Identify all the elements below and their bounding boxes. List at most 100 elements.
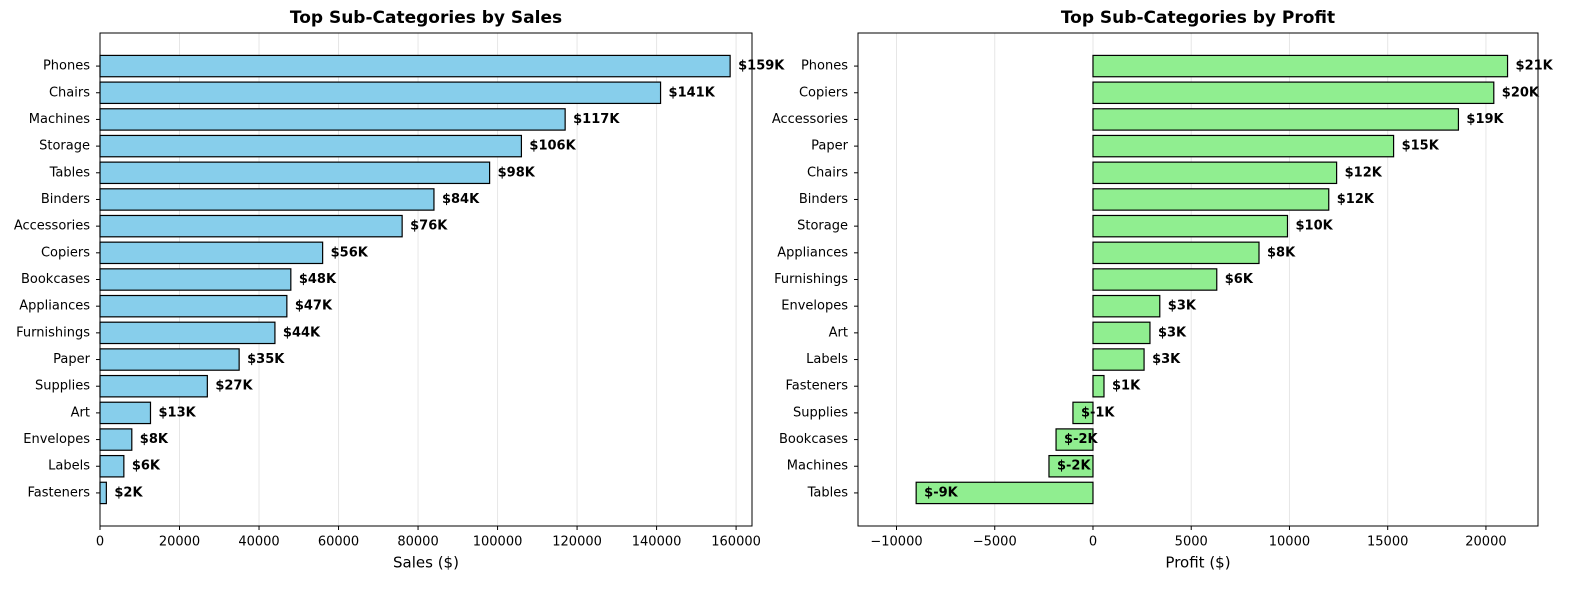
value-label: $8K bbox=[1267, 245, 1296, 260]
y-tick-label: Envelopes bbox=[781, 299, 848, 314]
x-tick-label: 160000 bbox=[711, 535, 761, 550]
bar bbox=[99, 241, 324, 265]
x-tick-label: 10000 bbox=[1269, 535, 1310, 550]
bar bbox=[99, 321, 276, 345]
y-tick-label: Storage bbox=[39, 139, 90, 154]
y-tick-label: Tables bbox=[807, 485, 849, 500]
value-label: $76K bbox=[410, 219, 448, 234]
bar bbox=[1048, 454, 1094, 478]
value-label: $117K bbox=[573, 112, 620, 127]
y-tick-label: Accessories bbox=[14, 219, 90, 234]
y-tick-label: Paper bbox=[811, 139, 848, 154]
bar bbox=[1092, 268, 1218, 291]
value-label: $3K bbox=[1152, 352, 1181, 367]
y-tick-label: Tables bbox=[49, 165, 91, 180]
value-label: $6K bbox=[132, 459, 161, 474]
y-tick-label: Phones bbox=[43, 59, 90, 74]
x-tick-label: 60000 bbox=[318, 535, 359, 550]
value-label: $-1K bbox=[1081, 405, 1115, 420]
value-label: $-2K bbox=[1057, 459, 1091, 474]
bar bbox=[99, 481, 107, 505]
value-label: $6K bbox=[1225, 272, 1254, 287]
axes-frame bbox=[99, 32, 753, 527]
value-label: $141K bbox=[669, 85, 716, 100]
y-tick-label: Furnishings bbox=[16, 325, 90, 340]
bar bbox=[1092, 81, 1495, 105]
x-axis-label: Profit ($) bbox=[1165, 554, 1230, 572]
value-label: $47K bbox=[295, 299, 333, 314]
bar bbox=[1092, 214, 1289, 238]
bar bbox=[99, 54, 731, 78]
bar bbox=[1092, 374, 1105, 398]
y-tick-label: Paper bbox=[53, 352, 90, 367]
y-tick-label: Bookcases bbox=[779, 432, 848, 447]
x-tick-label: 0 bbox=[1089, 535, 1097, 550]
y-tick-label: Envelopes bbox=[23, 432, 90, 447]
value-label: $8K bbox=[140, 432, 169, 447]
bar bbox=[1092, 134, 1395, 158]
bar bbox=[99, 348, 240, 371]
value-label: $98K bbox=[498, 165, 536, 180]
y-tick-label: Chairs bbox=[807, 165, 848, 180]
value-label: $84K bbox=[442, 192, 480, 207]
x-tick-label: 140000 bbox=[632, 535, 682, 550]
chart-title: Top Sub-Categories by Sales bbox=[290, 8, 562, 28]
bar bbox=[1092, 321, 1151, 345]
value-label: $44K bbox=[283, 325, 321, 340]
y-tick-label: Machines bbox=[29, 112, 90, 127]
bar bbox=[99, 161, 491, 185]
value-label: $12K bbox=[1337, 192, 1375, 207]
bar bbox=[99, 294, 288, 318]
value-label: $56K bbox=[331, 245, 369, 260]
bar bbox=[99, 108, 566, 131]
y-tick-label: Binders bbox=[41, 192, 90, 207]
bar bbox=[99, 268, 292, 291]
y-tick-label: Storage bbox=[797, 219, 848, 234]
value-label: $3K bbox=[1168, 299, 1197, 314]
bar bbox=[1092, 294, 1161, 318]
value-label: $-9K bbox=[924, 485, 958, 500]
value-label: $1K bbox=[1112, 379, 1141, 394]
value-label: $35K bbox=[247, 352, 285, 367]
chart-title: Top Sub-Categories by Profit bbox=[1061, 8, 1335, 28]
x-axis-label: Sales ($) bbox=[393, 554, 459, 572]
bar bbox=[99, 401, 152, 425]
x-tick-label: 15000 bbox=[1367, 535, 1408, 550]
y-tick-label: Accessories bbox=[772, 112, 848, 127]
bar bbox=[1092, 241, 1260, 265]
value-label: $159K bbox=[738, 59, 785, 74]
x-tick-label: 20000 bbox=[159, 535, 200, 550]
y-tick-label: Phones bbox=[801, 59, 848, 74]
y-tick-label: Bookcases bbox=[21, 272, 90, 287]
y-tick-label: Furnishings bbox=[774, 272, 848, 287]
bar bbox=[1072, 401, 1094, 425]
value-label: $27K bbox=[215, 379, 253, 394]
y-tick-label: Copiers bbox=[41, 245, 90, 260]
value-label: $-2K bbox=[1064, 432, 1098, 447]
x-tick-label: 80000 bbox=[397, 535, 438, 550]
bar bbox=[915, 481, 1094, 505]
value-label: $13K bbox=[158, 405, 196, 420]
value-label: $106K bbox=[529, 139, 576, 154]
y-tick-label: Art bbox=[829, 325, 848, 340]
y-tick-label: Supplies bbox=[793, 405, 848, 420]
x-tick-label: 0 bbox=[96, 535, 104, 550]
bar bbox=[99, 81, 662, 105]
x-tick-label: 120000 bbox=[552, 535, 602, 550]
y-tick-label: Labels bbox=[48, 459, 90, 474]
bar bbox=[99, 188, 435, 211]
y-tick-label: Binders bbox=[799, 192, 848, 207]
value-label: $21K bbox=[1516, 59, 1554, 74]
value-label: $10K bbox=[1295, 219, 1333, 234]
value-label: $15K bbox=[1402, 139, 1440, 154]
bar bbox=[99, 134, 523, 158]
bar bbox=[1092, 188, 1330, 211]
bar bbox=[1092, 161, 1338, 185]
x-tick-label: −10000 bbox=[870, 535, 922, 550]
bar bbox=[1092, 54, 1509, 78]
y-tick-label: Chairs bbox=[49, 85, 90, 100]
bar bbox=[1092, 108, 1460, 131]
value-label: $48K bbox=[299, 272, 337, 287]
bar bbox=[99, 214, 403, 238]
